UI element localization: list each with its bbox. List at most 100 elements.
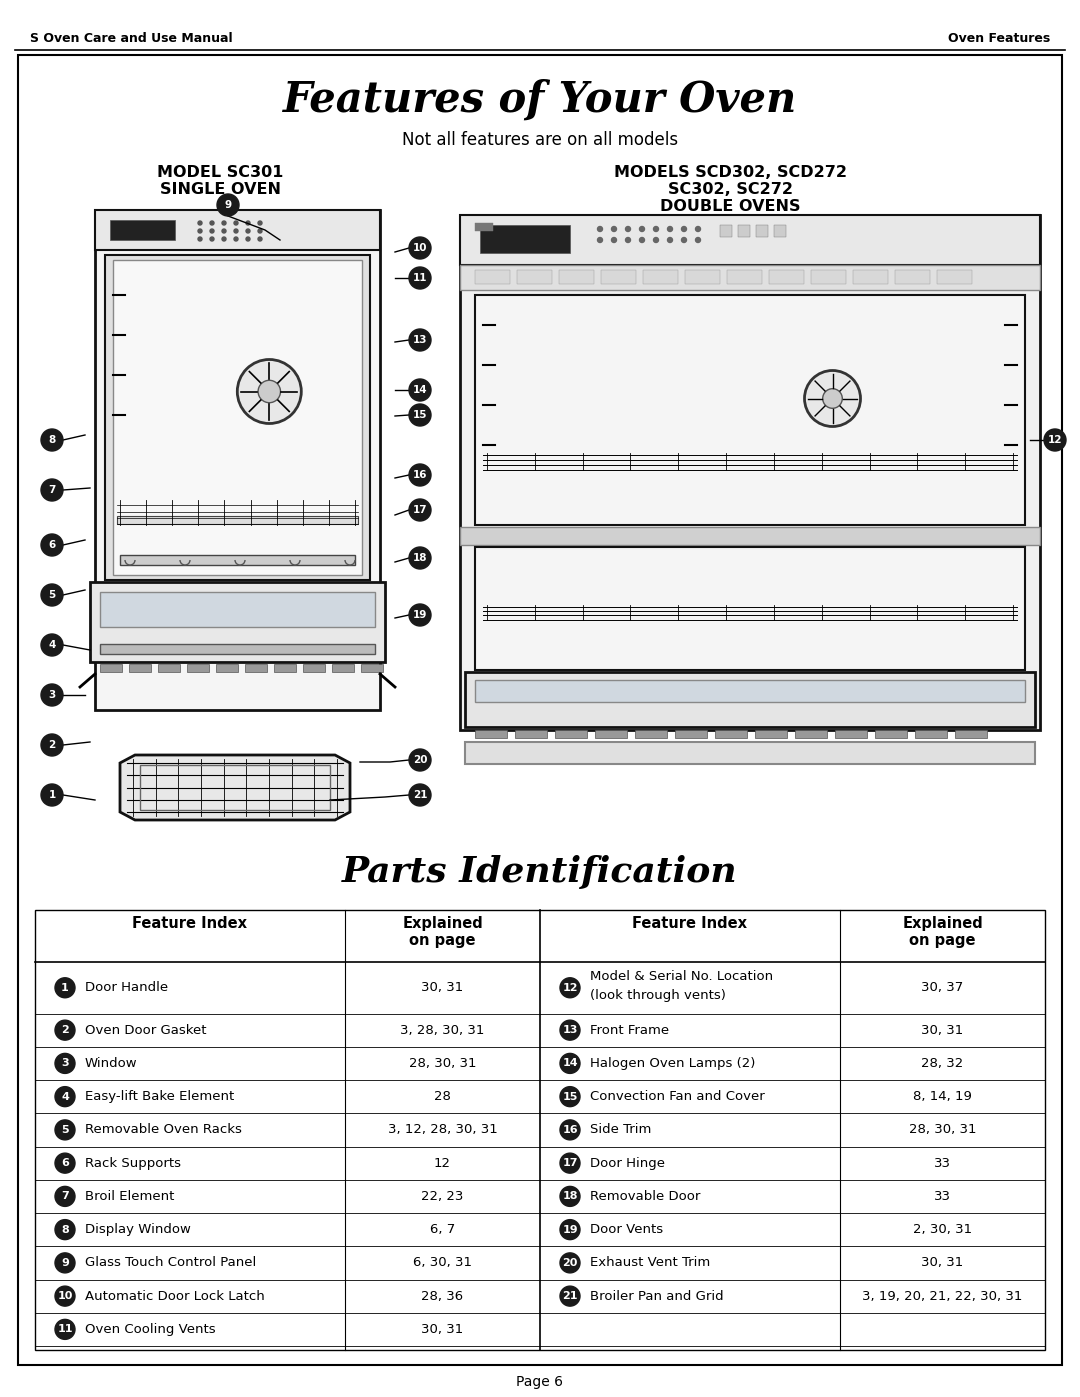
Circle shape	[55, 978, 75, 997]
Circle shape	[210, 237, 214, 242]
Circle shape	[561, 1186, 580, 1207]
Text: 12: 12	[434, 1157, 451, 1169]
Text: 8, 14, 19: 8, 14, 19	[913, 1090, 972, 1104]
Bar	[460, 265, 1040, 291]
Text: 1: 1	[49, 789, 56, 800]
Text: 1: 1	[62, 982, 69, 993]
Circle shape	[55, 1153, 75, 1173]
Circle shape	[246, 229, 249, 233]
Bar	[216, 664, 238, 672]
Text: 7: 7	[62, 1192, 69, 1201]
Bar	[720, 225, 732, 237]
Circle shape	[55, 1186, 75, 1207]
Text: 12: 12	[563, 982, 578, 993]
Text: Removable Oven Racks: Removable Oven Racks	[85, 1123, 242, 1136]
Circle shape	[198, 229, 202, 233]
Text: 19: 19	[413, 610, 428, 620]
Text: Explained
on page: Explained on page	[902, 916, 983, 949]
Text: 20: 20	[413, 754, 428, 766]
Circle shape	[409, 330, 431, 351]
Text: Explained
on page: Explained on page	[402, 916, 483, 949]
Text: 20: 20	[563, 1257, 578, 1268]
Bar	[187, 664, 210, 672]
Text: Door Handle: Door Handle	[85, 981, 168, 995]
Bar	[643, 270, 678, 284]
Circle shape	[639, 237, 645, 243]
Circle shape	[222, 237, 226, 242]
Text: Side Trim: Side Trim	[590, 1123, 651, 1136]
Circle shape	[667, 237, 673, 243]
Circle shape	[246, 237, 249, 242]
Text: 15: 15	[413, 409, 428, 420]
Bar	[595, 731, 627, 738]
Text: MODEL SC301: MODEL SC301	[157, 165, 283, 180]
Circle shape	[653, 237, 659, 243]
Circle shape	[561, 1287, 580, 1306]
Bar	[100, 664, 122, 672]
Circle shape	[41, 733, 63, 756]
Text: 17: 17	[413, 504, 428, 515]
Text: Feature Index: Feature Index	[633, 916, 747, 930]
Circle shape	[41, 479, 63, 502]
Bar	[937, 270, 972, 284]
Bar	[774, 225, 786, 237]
Polygon shape	[120, 754, 350, 820]
Circle shape	[409, 267, 431, 289]
Text: Features of Your Oven: Features of Your Oven	[283, 80, 797, 122]
Circle shape	[653, 226, 659, 232]
Bar	[105, 256, 370, 580]
Circle shape	[222, 221, 226, 225]
Bar	[475, 680, 1025, 703]
Circle shape	[611, 237, 617, 243]
Text: Halogen Oven Lamps (2): Halogen Oven Lamps (2)	[590, 1058, 755, 1070]
Text: 28, 30, 31: 28, 30, 31	[408, 1058, 476, 1070]
Circle shape	[55, 1020, 75, 1041]
Bar	[120, 555, 355, 564]
Circle shape	[611, 226, 617, 232]
Text: 14: 14	[413, 386, 428, 395]
Circle shape	[41, 534, 63, 556]
Bar	[117, 515, 357, 524]
Bar	[158, 664, 180, 672]
Bar	[475, 270, 510, 284]
Circle shape	[561, 1120, 580, 1140]
Circle shape	[210, 229, 214, 233]
Text: 28: 28	[434, 1090, 451, 1104]
Circle shape	[238, 359, 301, 423]
Circle shape	[409, 237, 431, 258]
Circle shape	[198, 221, 202, 225]
Bar	[895, 270, 930, 284]
Bar	[90, 583, 384, 662]
Bar	[95, 210, 380, 710]
Text: 3: 3	[49, 690, 56, 700]
Text: 18: 18	[413, 553, 428, 563]
Text: 10: 10	[57, 1291, 72, 1301]
Text: 2: 2	[62, 1025, 69, 1035]
Bar	[100, 644, 375, 654]
Text: 10: 10	[413, 243, 428, 253]
Text: S Oven Care and Use Manual: S Oven Care and Use Manual	[30, 32, 232, 45]
Text: 21: 21	[413, 789, 428, 800]
Bar	[465, 742, 1035, 764]
Bar	[361, 664, 383, 672]
Circle shape	[625, 237, 631, 243]
Text: 8: 8	[49, 434, 56, 446]
Circle shape	[55, 1120, 75, 1140]
Text: 3, 12, 28, 30, 31: 3, 12, 28, 30, 31	[388, 1123, 498, 1136]
Bar	[460, 215, 1040, 265]
Text: 2: 2	[49, 740, 56, 750]
Text: 11: 11	[413, 272, 428, 284]
Bar	[738, 225, 750, 237]
Text: 30, 31: 30, 31	[421, 1323, 463, 1336]
Text: 4: 4	[62, 1091, 69, 1102]
Circle shape	[409, 379, 431, 401]
Bar	[475, 224, 492, 231]
Text: Not all features are on all models: Not all features are on all models	[402, 131, 678, 149]
Text: Door Vents: Door Vents	[590, 1224, 663, 1236]
Text: 28, 32: 28, 32	[921, 1058, 963, 1070]
Text: 6: 6	[62, 1158, 69, 1168]
Text: DOUBLE OVENS: DOUBLE OVENS	[660, 198, 800, 214]
Bar	[727, 270, 762, 284]
Text: 14: 14	[563, 1059, 578, 1069]
Circle shape	[696, 226, 701, 232]
